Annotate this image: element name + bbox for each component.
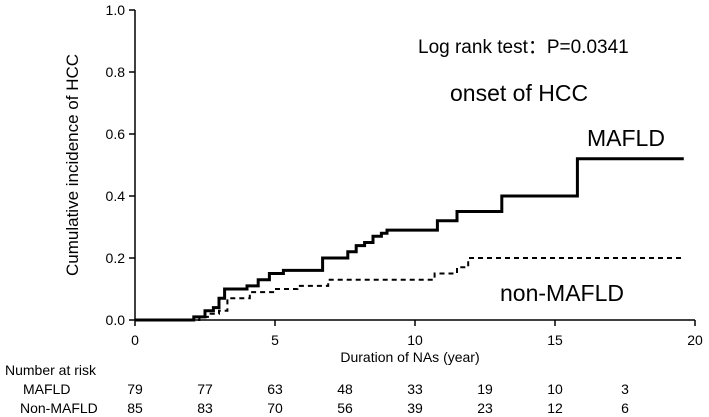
risk-value: 79: [127, 381, 143, 397]
y-tick-label: 0.8: [106, 64, 126, 80]
y-ticks: 0.0 0.2 0.4 0.6 0.8 1.0: [106, 2, 135, 328]
risk-value: 12: [547, 400, 563, 416]
risk-value: 19: [477, 381, 493, 397]
risk-value: 85: [127, 400, 143, 416]
x-ticks: 0 5 10 15 20: [131, 320, 703, 348]
risk-value: 3: [621, 381, 629, 397]
risk-row-label: MAFLD: [23, 381, 70, 397]
y-axis-title: Cumulative incidence of HCC: [63, 54, 82, 276]
risk-value: 56: [337, 400, 353, 416]
x-tick-label: 15: [547, 332, 563, 348]
risk-value: 83: [197, 400, 213, 416]
y-tick-label: 1.0: [106, 2, 126, 18]
risk-value: 48: [337, 381, 353, 397]
series-line-non-mafld: [135, 257, 684, 321]
y-tick-label: 0.2: [106, 250, 126, 266]
y-tick-label: 0.4: [106, 188, 126, 204]
risk-value: 6: [621, 400, 629, 416]
x-tick-label: 10: [407, 332, 423, 348]
non-mafld-series-label: non-MAFLD: [500, 280, 624, 306]
risk-value: 70: [267, 400, 283, 416]
mafld-series-label: MAFLD: [587, 125, 665, 151]
risk-values: 79 77 63 48 33 19 10 3 85 83 70 56 39 23 12 6: [127, 381, 629, 416]
series-line-mafld: [135, 157, 684, 322]
x-tick-label: 5: [271, 332, 279, 348]
risk-value: 63: [267, 381, 283, 397]
risk-table-title: Number at risk: [5, 362, 97, 378]
series-layer: [135, 157, 684, 322]
x-tick-label: 0: [131, 332, 139, 348]
risk-row-label: Non-MAFLD: [20, 400, 98, 416]
x-axis-title: Duration of NAs (year): [340, 349, 479, 365]
risk-value: 77: [197, 381, 213, 397]
log-rank-annotation: Log rank test：P=0.0341: [418, 37, 629, 58]
y-tick-label: 0.0: [106, 312, 126, 328]
x-tick-label: 20: [687, 332, 703, 348]
subtitle-annotation: onset of HCC: [450, 80, 588, 106]
y-tick-label: 0.6: [106, 126, 126, 142]
risk-value: 10: [547, 381, 563, 397]
risk-value: 39: [407, 400, 423, 416]
risk-value: 23: [477, 400, 493, 416]
risk-value: 33: [407, 381, 423, 397]
